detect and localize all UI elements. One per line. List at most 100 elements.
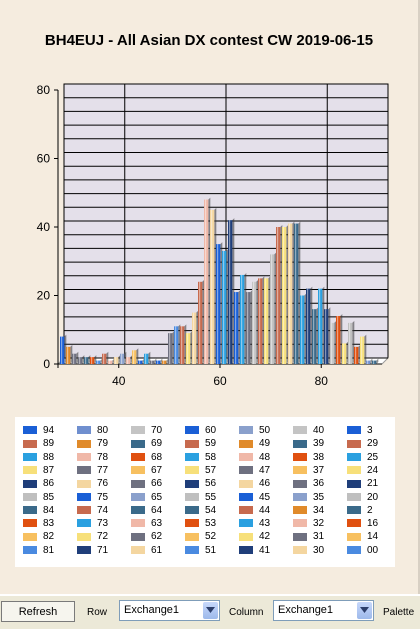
- bar: [126, 357, 131, 364]
- legend-item: 67: [131, 464, 162, 477]
- legend-swatch: [347, 546, 361, 555]
- bar-highlight: [241, 274, 243, 364]
- legend-swatch: [185, 426, 199, 435]
- legend-item: 52: [185, 530, 216, 543]
- legend-item: 88: [23, 451, 54, 464]
- y-tick-label: 80: [37, 83, 51, 97]
- bar-highlight: [121, 353, 123, 364]
- chevron-down-icon[interactable]: [203, 602, 218, 619]
- bar: [72, 353, 77, 364]
- bar: [366, 360, 371, 364]
- legend-swatch: [239, 546, 253, 555]
- legend-swatch: [77, 492, 91, 501]
- legend-swatch: [293, 506, 307, 515]
- legend-label: 21: [367, 478, 379, 490]
- legend-swatch: [185, 546, 199, 555]
- legend-swatch: [185, 492, 199, 501]
- bar: [276, 227, 281, 364]
- legend-item: 21: [347, 477, 378, 490]
- bar: [84, 357, 89, 364]
- legend-item: 36: [293, 477, 324, 490]
- bar: [354, 346, 359, 364]
- refresh-button[interactable]: Refresh: [1, 601, 75, 622]
- bar-side: [220, 242, 223, 364]
- legend-item: 45: [239, 491, 270, 504]
- legend-item: 30: [293, 544, 324, 557]
- bar-highlight: [73, 353, 75, 364]
- bar-side: [268, 276, 271, 364]
- legend-swatch: [77, 532, 91, 541]
- legend-swatch: [239, 439, 253, 448]
- legend-item: 29: [347, 437, 378, 450]
- palette-label: Palette: [383, 607, 415, 618]
- legend-swatch: [77, 479, 91, 488]
- legend-item: 47: [239, 464, 270, 477]
- legend-swatch: [23, 452, 37, 461]
- bar-side: [196, 310, 199, 364]
- legend-label: 67: [151, 464, 163, 476]
- legend-swatch: [293, 492, 307, 501]
- bar-side: [94, 355, 97, 364]
- bar-highlight: [307, 288, 309, 364]
- column-select[interactable]: Exchange1: [273, 600, 374, 621]
- legend-swatch: [131, 519, 145, 528]
- bar-highlight: [313, 309, 315, 364]
- legend-item: 32: [293, 517, 324, 530]
- bar-side: [178, 324, 181, 364]
- legend-item: 63: [131, 517, 162, 530]
- legend-label: 75: [97, 491, 109, 503]
- chevron-down-icon[interactable]: [357, 602, 372, 619]
- bar: [228, 220, 233, 364]
- legend-swatch: [239, 479, 253, 488]
- bar-side: [250, 290, 253, 364]
- bar: [222, 250, 227, 364]
- bar-highlight: [325, 309, 327, 364]
- legend-swatch: [347, 492, 361, 501]
- y-tick-label: 0: [43, 357, 50, 371]
- legend-label: 89: [43, 438, 55, 450]
- legend-item: 62: [131, 530, 162, 543]
- bar-highlight: [169, 333, 171, 364]
- legend-label: 57: [205, 464, 217, 476]
- legend-item: 55: [185, 491, 216, 504]
- row-select[interactable]: Exchange1: [119, 600, 220, 621]
- legend-label: 50: [259, 425, 271, 436]
- legend-label: 52: [205, 531, 217, 543]
- legend-label: 63: [151, 518, 163, 530]
- bar-highlight: [271, 254, 273, 364]
- legend-item: 53: [185, 517, 216, 530]
- legend-label: 39: [313, 438, 325, 450]
- legend-swatch: [239, 506, 253, 515]
- bar-side: [172, 331, 175, 364]
- legend-swatch: [293, 519, 307, 528]
- bar: [294, 223, 299, 364]
- legend-item: 75: [77, 491, 108, 504]
- legend-label: 37: [313, 464, 325, 476]
- legend-item: 73: [77, 517, 108, 530]
- bar-side: [82, 355, 85, 364]
- legend-label: 16: [367, 518, 379, 530]
- bar-side: [112, 358, 115, 364]
- legend-swatch: [131, 506, 145, 515]
- legend-label: 3: [367, 425, 373, 436]
- bar: [168, 333, 173, 364]
- bar: [180, 326, 185, 364]
- legend-label: 61: [151, 544, 163, 556]
- bar-side: [100, 358, 103, 364]
- y-tick-label: 40: [37, 220, 51, 234]
- legend-label: 71: [97, 544, 109, 556]
- legend-label: 40: [313, 425, 325, 436]
- legend-label: 29: [367, 438, 379, 450]
- legend-label: 69: [151, 438, 163, 450]
- legend-label: 49: [259, 438, 271, 450]
- legend-label: 45: [259, 491, 271, 503]
- legend-item: 37: [293, 464, 324, 477]
- legend-item: 84: [23, 504, 54, 517]
- legend-label: 88: [43, 451, 55, 463]
- bar-highlight: [343, 343, 345, 364]
- legend-label: 38: [313, 451, 325, 463]
- bar: [204, 199, 209, 364]
- legend-swatch: [23, 426, 37, 435]
- legend-swatch: [23, 546, 37, 555]
- bar-side: [346, 341, 349, 364]
